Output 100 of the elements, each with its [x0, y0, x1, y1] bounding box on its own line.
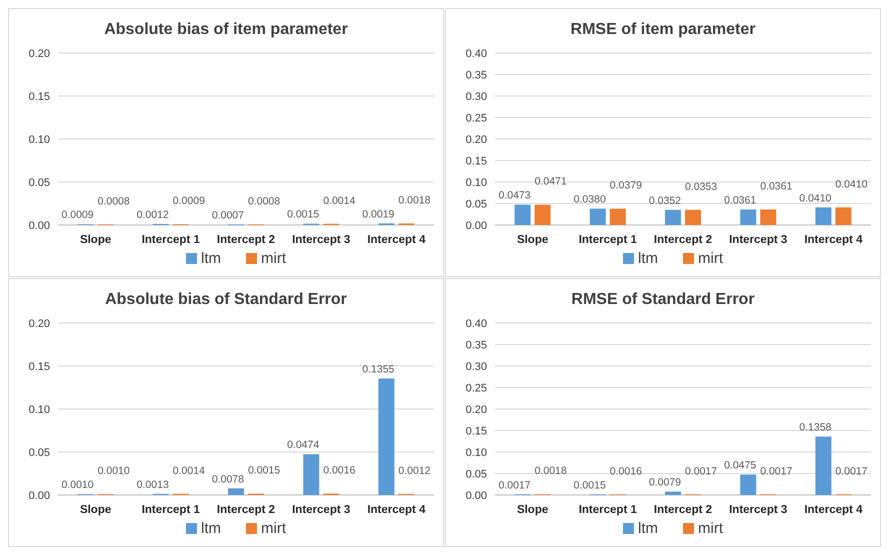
- legend-label: mirt: [261, 520, 287, 537]
- data-label: 0.0410: [835, 178, 868, 190]
- x-tick-label: Slope: [516, 504, 548, 516]
- data-label: 0.0014: [172, 464, 206, 477]
- data-label: 0.0380: [574, 194, 606, 206]
- y-tick-label: 0.35: [466, 340, 487, 352]
- y-tick-label: 0.20: [466, 134, 487, 146]
- x-tick-label: Intercept 2: [216, 504, 276, 516]
- data-label: 0.0475: [724, 460, 756, 472]
- data-label: 0.0010: [61, 479, 94, 492]
- y-tick-label: 0.10: [466, 177, 487, 189]
- y-tick-label: 0.00: [28, 490, 50, 502]
- data-label: 0.0008: [98, 195, 130, 208]
- data-label: 0.0012: [398, 464, 431, 477]
- y-tick-label: 0.30: [466, 91, 487, 103]
- data-label: 0.0078: [212, 473, 244, 486]
- y-tick-label: 0.00: [28, 220, 50, 232]
- x-tick-label: Intercept 3: [729, 234, 788, 246]
- x-tick-label: Intercept 4: [804, 504, 864, 516]
- data-label: 0.0017: [760, 465, 792, 478]
- data-label: 0.0019: [362, 208, 395, 220]
- data-label: 0.0353: [685, 180, 718, 193]
- y-tick-label: 0.25: [466, 112, 487, 124]
- y-tick-label: 0.20: [466, 404, 487, 416]
- x-tick-label: Slope: [80, 504, 112, 516]
- data-label: 0.0474: [287, 439, 320, 452]
- data-label: 0.0008: [248, 195, 280, 208]
- chart-title: RMSE of item parameter: [570, 21, 756, 38]
- y-tick-label: 0.35: [466, 70, 487, 82]
- data-label: 0.0471: [534, 176, 567, 188]
- data-label: 0.0361: [760, 180, 792, 192]
- data-label: 0.0018: [398, 194, 431, 206]
- data-label: 0.0015: [287, 208, 320, 221]
- y-tick-label: 0.05: [466, 468, 487, 480]
- bar: [740, 474, 756, 495]
- y-tick-label: 0.10: [28, 404, 50, 416]
- x-tick-label: Intercept 1: [142, 234, 200, 246]
- x-tick-label: Intercept 1: [578, 234, 638, 246]
- data-label: 0.0015: [248, 464, 280, 477]
- y-tick-label: 0.40: [466, 318, 487, 330]
- chart-title: RMSE of Standard Error: [571, 291, 755, 308]
- data-label: 0.0379: [610, 180, 642, 192]
- bar: [303, 454, 320, 495]
- legend-label: ltm: [201, 250, 221, 267]
- legend-label: mirt: [261, 250, 287, 267]
- y-tick-label: 0.15: [466, 156, 487, 168]
- chart-title: Absolute bias of item parameter: [104, 21, 348, 38]
- y-tick-label: 0.00: [466, 490, 487, 502]
- data-label: 0.0079: [648, 476, 682, 489]
- y-tick-label: 0.20: [28, 48, 50, 60]
- y-tick-label: 0.05: [28, 447, 50, 459]
- x-tick-label: Intercept 4: [367, 234, 426, 246]
- data-label: 0.0352: [648, 194, 682, 207]
- legend-label: mirt: [698, 250, 724, 267]
- data-label: 0.0410: [799, 192, 832, 204]
- data-label: 0.0009: [61, 209, 94, 222]
- data-label: 0.0018: [534, 465, 567, 478]
- y-tick-label: 0.15: [28, 361, 50, 373]
- chart-title: Absolute bias of Standard Error: [105, 291, 347, 308]
- data-label: 0.0010: [98, 465, 130, 478]
- data-label: 0.1358: [799, 422, 832, 434]
- data-label: 0.0014: [323, 194, 356, 207]
- bar: [815, 436, 832, 495]
- legend-label: ltm: [638, 250, 658, 267]
- bar: [378, 378, 394, 495]
- data-label: 0.0017: [498, 479, 531, 492]
- x-tick-label: Intercept 3: [292, 234, 350, 246]
- data-label: 0.0013: [136, 478, 169, 491]
- data-label: 0.0012: [136, 208, 169, 221]
- legend-label: ltm: [201, 520, 221, 537]
- y-tick-label: 0.25: [466, 382, 487, 394]
- x-tick-label: Intercept 1: [142, 504, 200, 516]
- x-tick-label: Slope: [80, 234, 112, 246]
- x-tick-label: Intercept 3: [729, 504, 788, 516]
- y-tick-label: 0.05: [28, 177, 50, 189]
- legend-label: ltm: [638, 520, 658, 537]
- x-tick-label: Intercept 3: [292, 504, 350, 516]
- bar: [665, 492, 681, 495]
- x-tick-label: Intercept 1: [578, 504, 638, 516]
- x-tick-label: Intercept 4: [367, 504, 426, 516]
- data-label: 0.0017: [835, 465, 868, 478]
- y-tick-label: 0.30: [466, 361, 487, 373]
- x-tick-label: Intercept 2: [654, 504, 712, 516]
- data-label: 0.0473: [498, 190, 531, 202]
- y-tick-label: 0.10: [28, 134, 50, 146]
- y-tick-label: 0.10: [466, 447, 487, 459]
- x-tick-label: Intercept 2: [654, 234, 712, 246]
- x-tick-label: Intercept 2: [216, 234, 276, 246]
- data-label: 0.0016: [610, 465, 642, 478]
- data-label: 0.0007: [212, 209, 244, 222]
- data-label: 0.0016: [323, 464, 356, 477]
- data-label: 0.1355: [362, 363, 395, 376]
- bar: [228, 488, 244, 495]
- legend-label: mirt: [698, 520, 724, 537]
- y-tick-label: 0.15: [28, 91, 50, 103]
- y-tick-label: 0.00: [466, 220, 487, 232]
- x-tick-label: Intercept 4: [804, 234, 864, 246]
- y-tick-label: 0.05: [466, 198, 487, 210]
- x-tick-label: Slope: [516, 234, 548, 246]
- data-label: 0.0015: [574, 479, 606, 492]
